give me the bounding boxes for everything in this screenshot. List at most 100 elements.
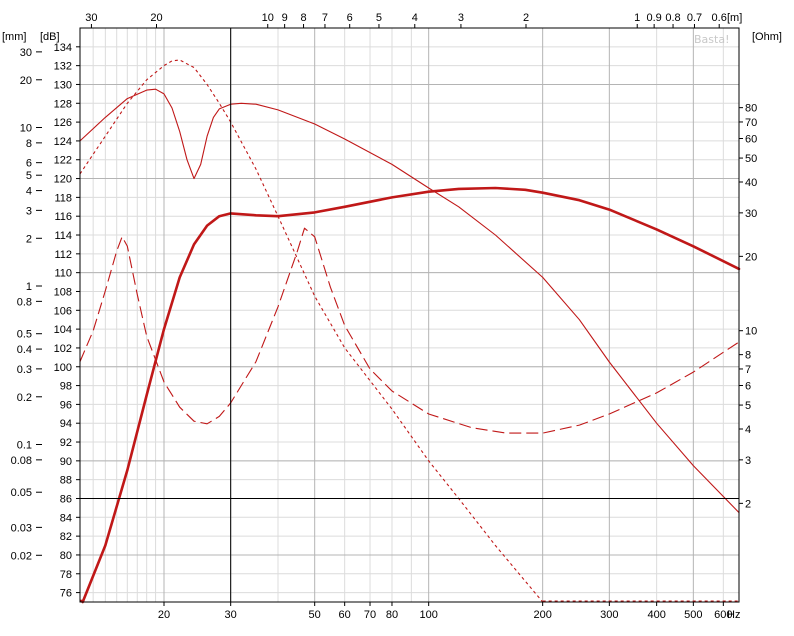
- spl-tick-label: 106: [54, 305, 72, 317]
- x-tick-label: 100: [419, 609, 437, 621]
- impedance-tick-label: 2: [745, 498, 751, 510]
- spl-tick-label: 134: [54, 42, 72, 54]
- spl-tick-label: 92: [60, 437, 72, 449]
- spl-tick-label: 102: [54, 343, 72, 355]
- spl-tick-label: 86: [60, 493, 72, 505]
- wavelength-unit-label: [m]: [727, 12, 742, 24]
- wavelength-tick-label: 0.9: [646, 12, 661, 24]
- spl-tick-label: 82: [60, 531, 72, 543]
- excursion-tick-label: 0.4: [17, 344, 32, 356]
- spl-tick-label: 130: [54, 79, 72, 91]
- x-tick-label: 600: [714, 609, 732, 621]
- impedance-tick-label: 30: [745, 208, 757, 220]
- series-line-spl: [81, 186, 741, 604]
- spl-tick-label: 96: [60, 399, 72, 411]
- wavelength-tick-label: 1: [634, 12, 640, 24]
- wavelength-tick-label: 0.6: [712, 12, 727, 24]
- impedance-tick-label: 40: [745, 177, 757, 189]
- spl-tick-label: 88: [60, 475, 72, 487]
- spl-tick-label: 76: [60, 588, 72, 600]
- wavelength-tick-label: 3: [458, 12, 464, 24]
- spl-tick-label: 98: [60, 381, 72, 393]
- impedance-tick-label: 7: [745, 364, 751, 376]
- x-tick-label: 30: [225, 609, 237, 621]
- spl-unit-label: [dB]: [40, 31, 60, 43]
- excursion-tick-label: 1: [26, 281, 32, 293]
- spl-tick-label: 100: [54, 362, 72, 374]
- spl-tick-label: 94: [60, 418, 72, 430]
- wavelength-tick-label: 2: [523, 12, 529, 24]
- impedance-unit-label: [Ohm]: [752, 31, 782, 43]
- spl-tick-label: 126: [54, 117, 72, 129]
- x-tick-label: 400: [647, 609, 665, 621]
- excursion-tick-label: 30: [20, 47, 32, 59]
- spl-tick-label: 124: [54, 136, 72, 148]
- plot-frame: [79, 27, 740, 603]
- spl-tick-label: 90: [60, 456, 72, 468]
- impedance-tick-label: 6: [745, 381, 751, 393]
- impedance-tick-label: 10: [745, 326, 757, 338]
- impedance-tick-label: 5: [745, 400, 751, 412]
- impedance-tick-label: 3: [745, 455, 751, 467]
- spl-tick-label: 112: [54, 249, 72, 261]
- excursion-tick-label: 0.03: [11, 522, 32, 534]
- spl-tick-label: 132: [54, 61, 72, 73]
- excursion-tick-label: 2: [26, 233, 32, 245]
- wavelength-tick-label: 5: [376, 12, 382, 24]
- series-line-impedance-ohm: [79, 227, 740, 434]
- watermark-text: Basta!: [694, 33, 729, 46]
- wavelength-tick-label: 0.8: [665, 12, 680, 24]
- excursion-tick-label: 0.3: [17, 364, 32, 376]
- excursion-tick-label: 0.02: [11, 550, 32, 562]
- tick-labels: 20 30 50 60 70 80 100 200 300 400 500 6007678808284…: [11, 12, 758, 621]
- excursion-tick-label: 5: [26, 170, 32, 182]
- series-line-max-spl: [79, 88, 740, 514]
- impedance-tick-label: 4: [745, 424, 751, 436]
- excursion-tick-label: 10: [20, 123, 32, 135]
- reference-lines: [80, 28, 739, 602]
- excursion-tick-label: 3: [26, 205, 32, 217]
- excursion-tick-label: 4: [26, 186, 32, 198]
- spl-tick-label: 114: [54, 230, 72, 242]
- wavelength-tick-label: 20: [150, 12, 162, 24]
- wavelength-tick-label: 8: [300, 12, 306, 24]
- wavelength-tick-label: 30: [85, 12, 97, 24]
- spl-tick-label: 104: [54, 324, 72, 336]
- spl-tick-label: 128: [54, 98, 72, 110]
- wavelength-tick-label: 10: [262, 12, 274, 24]
- series-group: [79, 59, 741, 604]
- spl-tick-label: 78: [60, 569, 72, 581]
- wavelength-tick-label: 6: [347, 12, 353, 24]
- impedance-tick-label: 60: [745, 134, 757, 146]
- spl-tick-label: 108: [54, 286, 72, 298]
- tick-marks: [36, 24, 743, 606]
- spl-tick-label: 120: [54, 174, 72, 186]
- impedance-tick-label: 80: [745, 103, 757, 115]
- excursion-tick-label: 0.2: [17, 392, 32, 404]
- spl-tick-label: 110: [54, 268, 72, 280]
- wavelength-tick-label: 4: [412, 12, 418, 24]
- excursion-tick-label: 0.5: [17, 329, 32, 341]
- excursion-tick-label: 0.8: [17, 296, 32, 308]
- wavelength-tick-label: 7: [322, 12, 328, 24]
- series-line-spl-without-excursion-limit: [79, 59, 544, 603]
- excursion-tick-label: 0.1: [17, 440, 32, 452]
- x-tick-label: 50: [309, 609, 321, 621]
- excursion-tick-label: 0.08: [11, 455, 32, 467]
- x-tick-label: 300: [600, 609, 618, 621]
- impedance-tick-label: 20: [745, 251, 757, 263]
- spl-tick-label: 122: [54, 155, 72, 167]
- spl-tick-label: 118: [54, 192, 72, 204]
- impedance-tick-label: 8: [745, 350, 751, 362]
- x-tick-label: 500: [684, 609, 702, 621]
- excursion-tick-label: 6: [26, 158, 32, 170]
- excursion-unit-label: [mm]: [2, 31, 26, 43]
- frequency-unit-label: Hz: [727, 609, 740, 621]
- spl-tick-label: 80: [60, 550, 72, 562]
- x-tick-label: 70: [364, 609, 376, 621]
- excursion-tick-label: 0.05: [11, 487, 32, 499]
- excursion-tick-label: 20: [20, 75, 32, 87]
- wavelength-tick-label: 0.7: [687, 12, 702, 24]
